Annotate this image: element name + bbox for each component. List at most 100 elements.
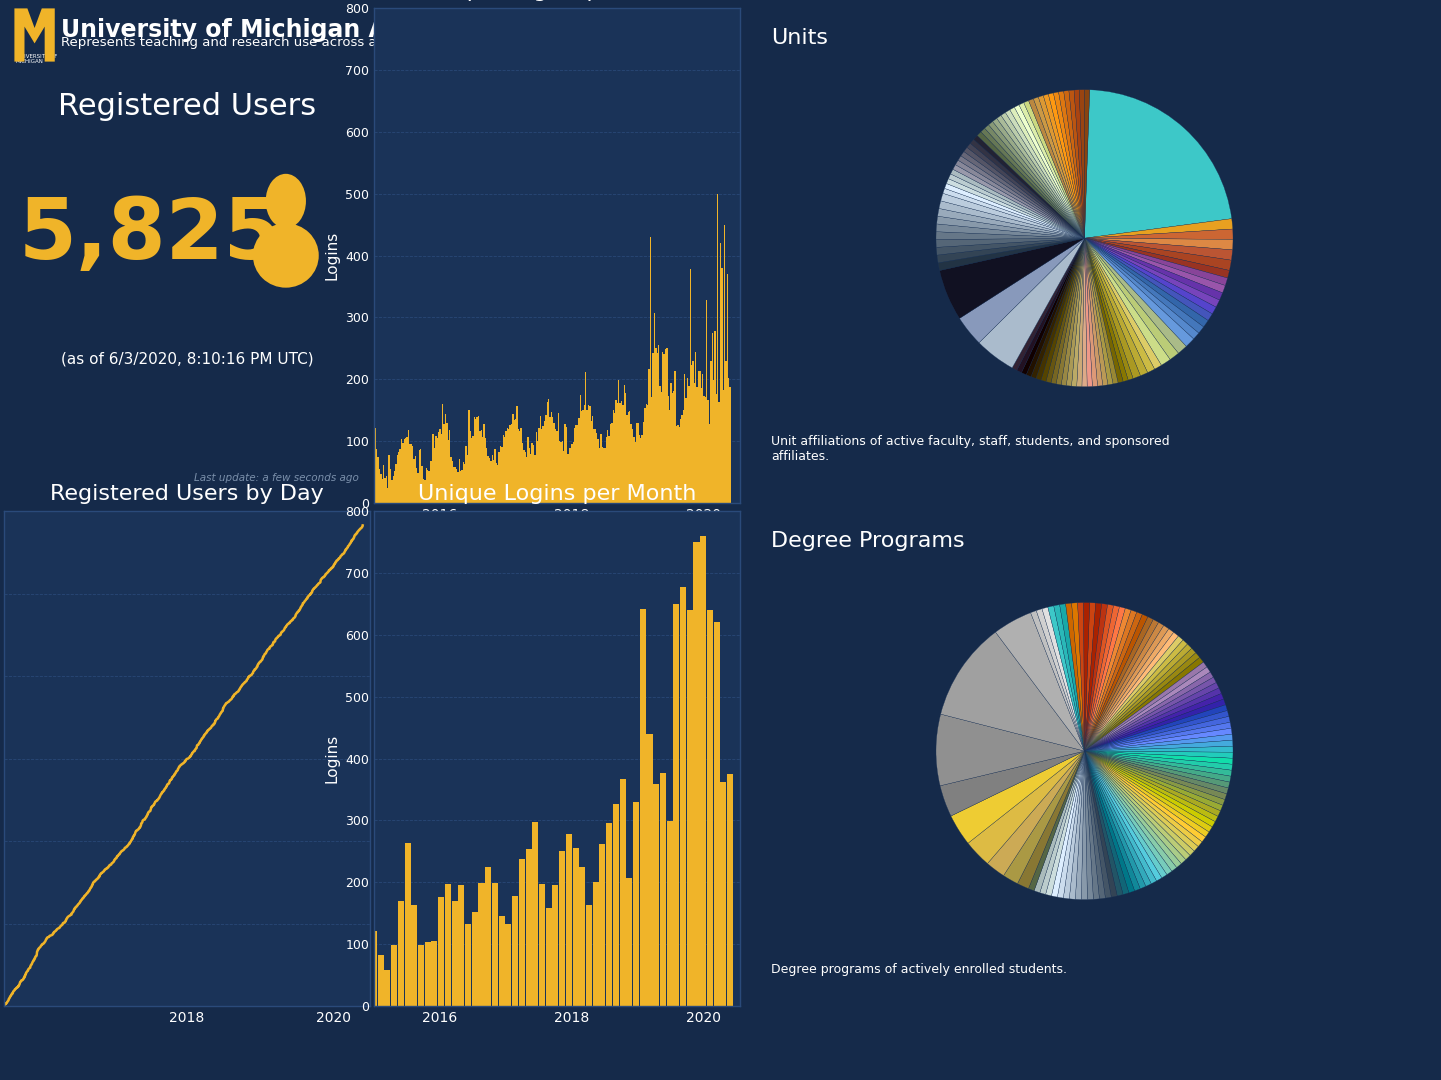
Wedge shape [1085, 751, 1206, 842]
Bar [700, 536, 706, 1005]
Bar [572, 848, 579, 1005]
Wedge shape [1052, 751, 1085, 897]
Wedge shape [1085, 622, 1164, 751]
Wedge shape [1040, 239, 1085, 381]
Wedge shape [1085, 683, 1219, 751]
Wedge shape [977, 132, 1085, 239]
Wedge shape [1085, 662, 1208, 751]
Wedge shape [940, 239, 1085, 319]
Wedge shape [1085, 751, 1199, 851]
Wedge shape [1085, 633, 1179, 751]
Wedge shape [1085, 716, 1231, 751]
Bar [445, 883, 451, 1005]
Wedge shape [1085, 239, 1229, 278]
Bar [728, 774, 733, 1005]
Wedge shape [1065, 603, 1085, 751]
Title: Registered Users by Day: Registered Users by Day [50, 484, 324, 504]
Bar [627, 878, 633, 1005]
Wedge shape [996, 612, 1085, 751]
Bar [398, 902, 403, 1005]
Wedge shape [1085, 751, 1151, 887]
Bar [526, 849, 532, 1005]
Wedge shape [958, 156, 1085, 239]
Wedge shape [1085, 620, 1159, 751]
Bar [592, 882, 599, 1005]
Wedge shape [1085, 605, 1114, 751]
Wedge shape [1022, 239, 1085, 375]
Wedge shape [1085, 229, 1233, 240]
Bar [667, 821, 673, 1005]
Bar [660, 773, 666, 1005]
Text: Degree programs of actively enrolled students.: Degree programs of actively enrolled stu… [771, 963, 1068, 976]
Bar [431, 941, 438, 1005]
Text: (as of 6/3/2020, 8:10:16 PM UTC): (as of 6/3/2020, 8:10:16 PM UTC) [61, 352, 313, 367]
Wedge shape [1085, 603, 1095, 751]
Wedge shape [1030, 239, 1085, 378]
Wedge shape [1006, 110, 1085, 239]
Wedge shape [1030, 610, 1085, 751]
Text: UNIVERSITY OF
MICHIGAN: UNIVERSITY OF MICHIGAN [16, 54, 58, 65]
Bar [411, 905, 418, 1005]
Wedge shape [1085, 751, 1221, 816]
Wedge shape [1085, 239, 1108, 386]
Wedge shape [1014, 105, 1085, 239]
Wedge shape [1085, 751, 1233, 758]
Wedge shape [953, 165, 1085, 239]
Wedge shape [1069, 751, 1085, 900]
Wedge shape [1085, 658, 1203, 751]
Wedge shape [984, 125, 1085, 239]
Wedge shape [1049, 93, 1085, 239]
Wedge shape [1082, 239, 1087, 387]
Wedge shape [1085, 677, 1216, 751]
Text: University of Michigan ArcGIS Usage Dashboard: University of Michigan ArcGIS Usage Dash… [61, 17, 700, 41]
Wedge shape [1085, 746, 1233, 753]
Wedge shape [1085, 740, 1233, 751]
Wedge shape [1085, 751, 1232, 777]
Bar [607, 823, 612, 1005]
Wedge shape [1085, 751, 1231, 782]
Bar [566, 835, 572, 1005]
Wedge shape [947, 178, 1085, 239]
Wedge shape [938, 208, 1085, 239]
Wedge shape [1085, 604, 1108, 751]
Wedge shape [1085, 751, 1167, 878]
Wedge shape [1085, 612, 1143, 751]
Wedge shape [1066, 239, 1085, 387]
Wedge shape [955, 160, 1085, 239]
Wedge shape [1085, 239, 1179, 360]
Wedge shape [1085, 239, 1092, 387]
Bar [519, 859, 525, 1005]
Wedge shape [1072, 239, 1085, 387]
Wedge shape [1085, 239, 1219, 307]
Wedge shape [1061, 239, 1085, 386]
Wedge shape [961, 151, 1085, 239]
Wedge shape [937, 714, 1085, 786]
Wedge shape [1085, 239, 1232, 260]
Wedge shape [1085, 239, 1186, 353]
Wedge shape [1056, 239, 1085, 384]
Wedge shape [1036, 609, 1085, 751]
Wedge shape [1085, 603, 1102, 751]
Wedge shape [997, 116, 1085, 239]
Wedge shape [1085, 751, 1228, 794]
Wedge shape [951, 751, 1085, 843]
Wedge shape [1085, 239, 1140, 378]
Wedge shape [1085, 239, 1112, 384]
Wedge shape [1085, 667, 1210, 751]
Wedge shape [1050, 239, 1085, 383]
Wedge shape [1084, 603, 1089, 751]
Circle shape [265, 174, 305, 228]
Wedge shape [940, 201, 1085, 239]
Wedge shape [1003, 751, 1085, 883]
Wedge shape [1085, 239, 1232, 270]
Ellipse shape [252, 224, 318, 287]
Polygon shape [14, 9, 55, 62]
Wedge shape [1085, 751, 1099, 900]
Bar [653, 784, 659, 1005]
Wedge shape [1053, 605, 1085, 751]
Wedge shape [989, 122, 1085, 239]
Wedge shape [1078, 603, 1085, 751]
Wedge shape [1085, 705, 1228, 751]
Wedge shape [1085, 751, 1146, 889]
Wedge shape [1026, 239, 1085, 377]
